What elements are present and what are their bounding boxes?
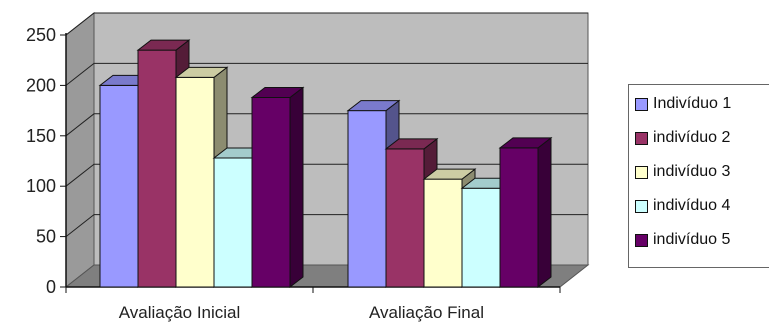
legend-item-3: indivíduo 3 (635, 161, 730, 183)
gridline (65, 113, 588, 137)
bar-top (498, 137, 553, 149)
bar-top (174, 66, 229, 78)
legend-swatch (635, 131, 648, 145)
y-tick-label: 250 (26, 25, 56, 45)
gridline (65, 12, 588, 36)
legend: Indivíduo 1 indivíduo 2 indivíduo 3 indi… (628, 84, 769, 268)
legend-swatch (635, 165, 648, 179)
x-category-label: Avaliação Inicial (119, 303, 241, 322)
legend-swatch (635, 199, 648, 213)
bar-top (384, 138, 439, 150)
bars (98, 39, 553, 289)
y-tick-label: 50 (36, 227, 56, 247)
bar-front (99, 84, 139, 288)
x-category-labels: Avaliação Inicial Avaliação Final (119, 303, 484, 322)
legend-label: indivíduo 5 (653, 231, 731, 248)
y-tick-label: 200 (26, 75, 56, 95)
legend-item-1: Indivíduo 1 (635, 93, 731, 115)
y-tick-labels: 0 50 100 150 200 250 (26, 25, 56, 297)
legend-swatch (635, 233, 648, 247)
side-wall (65, 11, 95, 289)
bar-top (250, 86, 305, 98)
bar-front (461, 187, 501, 288)
bar-front (423, 178, 463, 288)
x-category-label: Avaliação Final (369, 303, 484, 322)
bar (498, 136, 553, 289)
bar-front (175, 76, 215, 288)
gridlines (65, 12, 588, 237)
y-tick-label: 0 (46, 277, 56, 297)
legend-item-4: indivíduo 4 (635, 195, 730, 217)
bar-front (137, 49, 177, 288)
bar-top (346, 100, 401, 112)
legend-label: indivíduo 2 (653, 129, 731, 146)
bar-top (136, 39, 191, 51)
bar-front (251, 96, 291, 288)
bar-front (213, 157, 253, 288)
legend-label: indivíduo 4 (653, 197, 731, 214)
legend-item-2: indivíduo 2 (635, 127, 730, 149)
bar-front (347, 110, 387, 288)
bar-side (289, 86, 304, 289)
bar-top (422, 168, 477, 180)
bar-front (499, 147, 539, 288)
bar (250, 86, 305, 289)
y-tick-label: 150 (26, 126, 56, 146)
legend-label: Indivíduo 1 (653, 95, 732, 112)
legend-swatch (635, 97, 648, 111)
gridline (65, 62, 588, 86)
bar-front (385, 148, 425, 288)
y-tick-label: 100 (26, 176, 56, 196)
legend-item-5: indivíduo 5 (635, 229, 730, 251)
bar-side (537, 136, 552, 289)
legend-label: indivíduo 3 (653, 163, 731, 180)
